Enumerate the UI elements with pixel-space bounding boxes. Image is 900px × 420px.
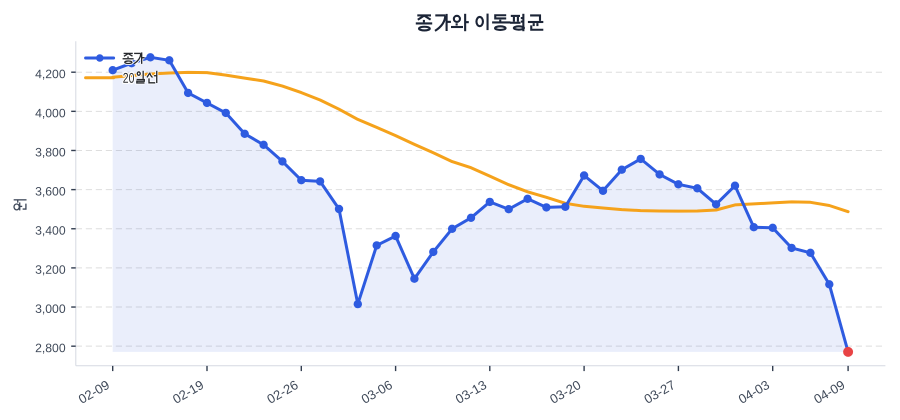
svg-text:3,600: 3,600 — [35, 185, 66, 199]
svg-text:3,400: 3,400 — [35, 224, 66, 238]
svg-text:3,000: 3,000 — [35, 302, 66, 316]
svg-text:3,200: 3,200 — [35, 263, 66, 277]
svg-text:4,000: 4,000 — [35, 106, 66, 120]
svg-text:2,800: 2,800 — [35, 341, 66, 355]
svg-text:3,800: 3,800 — [35, 145, 66, 159]
svg-text:4,200: 4,200 — [35, 67, 66, 81]
svg-text:20: 20 — [123, 71, 135, 87]
